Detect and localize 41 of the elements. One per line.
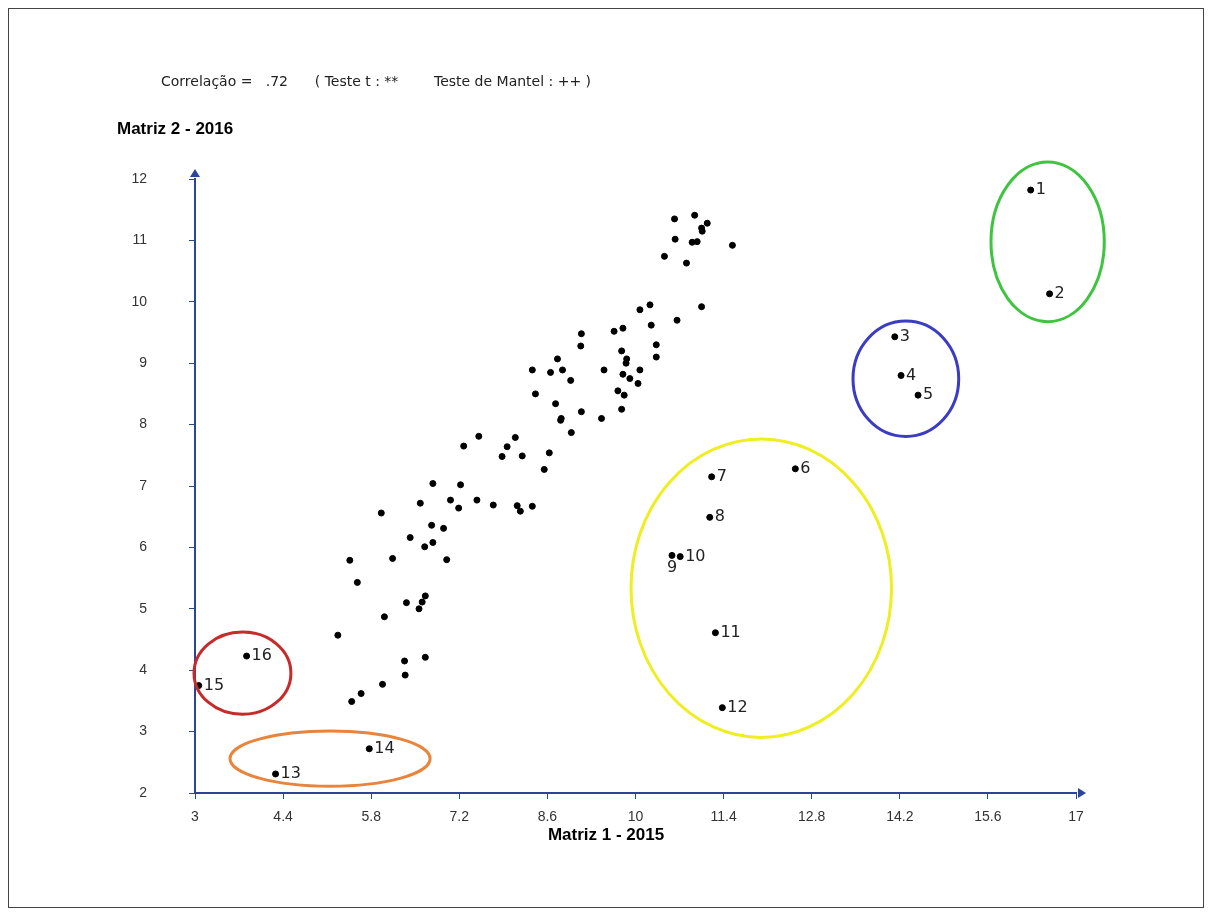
x-tick-label: 3 [191,808,200,825]
annotation: 8 [714,506,725,526]
x-tick-label: 5.8 [361,808,382,825]
annotation: 13 [280,763,301,783]
x-tick-label: 8.6 [537,808,558,825]
y-tick-label: 2 [139,783,148,800]
annotation: 16 [251,645,272,665]
annotation: 10 [685,545,706,565]
annotation: 6 [800,457,811,477]
y-tick-label: 12 [131,169,148,186]
annotation: 9 [666,556,678,576]
annotation: 5 [923,384,934,404]
x-tick-label: 15.6 [974,808,1002,825]
annotation: 11 [720,621,741,641]
y-tick-label: 7 [139,476,148,493]
annotation: 3 [899,325,910,345]
y-tick-label: 6 [139,538,148,555]
y-tick-label: 10 [131,292,148,309]
annotation: 12 [727,696,748,716]
y-tick-label: 5 [139,599,148,616]
x-tick-label: 14.2 [886,808,914,825]
x-tick-label: 10 [627,808,644,825]
annotation: 1 [1035,179,1046,199]
x-tick-label: 11.4 [710,808,737,825]
chart-title: Correlação = .72 ( Teste t : ** Teste de Mantel : ++ ) [161,73,592,89]
x-tick-label: 17 [1068,808,1084,825]
x-tick-label: 4.4 [273,808,294,825]
annotation: 14 [374,737,395,757]
x-axis-title: Matriz 1 - 2015 [546,825,666,845]
y-tick-label: 8 [139,415,148,432]
x-tick-label: 7.2 [449,808,470,825]
annotation: 15 [203,674,225,694]
y-tick-label: 3 [139,722,148,739]
annotation: 4 [906,364,917,384]
x-tick-label: 12.8 [798,808,826,825]
y-tick-label: 9 [139,354,148,371]
y-tick-label: 11 [132,231,148,248]
y-tick-label: 4 [139,661,148,678]
annotation: 2 [1054,282,1065,302]
annotation: 7 [716,465,727,485]
y-axis-title: Matriz 2 - 2016 [117,119,234,139]
